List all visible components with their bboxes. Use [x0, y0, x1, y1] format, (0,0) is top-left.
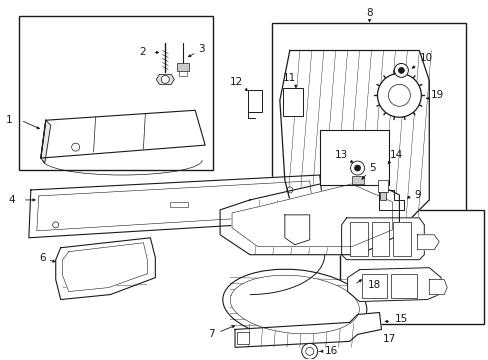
Text: 13: 13 [334, 150, 347, 160]
Text: 16: 16 [324, 346, 337, 356]
Polygon shape [285, 215, 309, 245]
Polygon shape [428, 280, 447, 294]
Bar [19, 15, 213, 170]
Bar [349, 222, 367, 256]
Polygon shape [56, 238, 155, 300]
Bar [361, 274, 386, 298]
Bar [319, 130, 388, 185]
Text: 17: 17 [382, 334, 395, 345]
Polygon shape [379, 190, 404, 210]
Ellipse shape [223, 269, 366, 340]
Text: 12: 12 [229, 77, 243, 87]
Text: 14: 14 [388, 150, 402, 160]
Polygon shape [232, 184, 392, 247]
Circle shape [53, 222, 59, 228]
Text: 2: 2 [139, 48, 145, 58]
Bar [339, 210, 483, 324]
Polygon shape [220, 175, 399, 255]
Bar [371, 222, 388, 256]
Text: 7: 7 [208, 329, 215, 339]
Bar [390, 274, 416, 298]
Circle shape [301, 343, 317, 359]
Bar [351, 176, 363, 184]
Circle shape [161, 75, 169, 84]
Text: 8: 8 [366, 8, 372, 18]
Bar [247, 90, 262, 112]
Bar [179, 71, 187, 76]
Text: 4: 4 [8, 195, 15, 205]
Text: 6: 6 [39, 253, 46, 263]
Bar [170, 202, 188, 207]
Polygon shape [29, 175, 324, 238]
Polygon shape [235, 312, 381, 347]
Text: 3: 3 [198, 44, 204, 54]
Text: 15: 15 [394, 314, 407, 324]
Text: 5: 5 [369, 163, 375, 173]
Circle shape [394, 63, 407, 77]
Text: 1: 1 [6, 115, 13, 125]
Circle shape [72, 143, 80, 151]
Text: 11: 11 [283, 73, 296, 84]
Bar [380, 192, 386, 200]
Circle shape [387, 84, 409, 106]
Polygon shape [279, 50, 428, 240]
Text: 19: 19 [430, 90, 444, 100]
Bar [282, 88, 302, 116]
Polygon shape [341, 218, 424, 260]
Polygon shape [62, 243, 147, 292]
Circle shape [377, 73, 421, 117]
Circle shape [286, 187, 292, 193]
Ellipse shape [230, 275, 359, 334]
Polygon shape [416, 235, 438, 250]
Polygon shape [347, 268, 440, 302]
Polygon shape [41, 120, 51, 163]
Circle shape [354, 165, 360, 171]
Bar [271, 23, 465, 244]
Polygon shape [41, 110, 205, 158]
Polygon shape [37, 181, 313, 231]
Circle shape [305, 347, 313, 355]
Circle shape [350, 161, 364, 175]
Bar [378, 180, 387, 192]
Text: 9: 9 [413, 190, 420, 200]
Polygon shape [156, 75, 174, 84]
Bar [177, 63, 189, 71]
Text: 10: 10 [419, 54, 431, 63]
Bar [393, 222, 410, 256]
Bar [237, 332, 248, 345]
Text: 18: 18 [367, 280, 380, 289]
Circle shape [398, 67, 404, 73]
